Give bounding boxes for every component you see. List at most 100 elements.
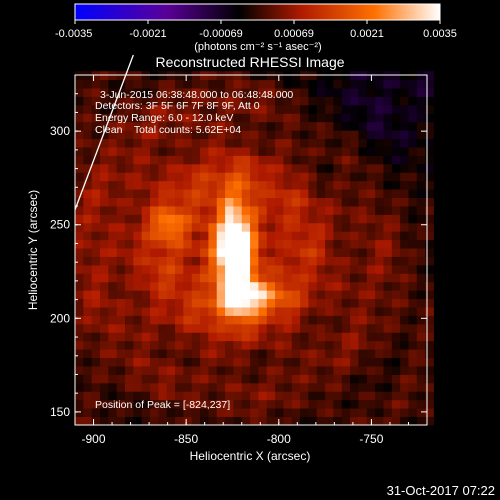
heatmap-cell (266, 214, 276, 224)
heatmap-cell (316, 382, 326, 392)
heatmap-cell (108, 248, 118, 257)
heatmap-cell (158, 155, 168, 165)
heatmap-cell (216, 88, 226, 97)
heatmap-cell (316, 113, 326, 123)
heatmap-cell (300, 382, 309, 392)
heatmap-cell (300, 197, 309, 207)
heatmap-cell (141, 130, 151, 140)
heatmap-cell (341, 88, 351, 97)
heatmap-cell (241, 172, 251, 182)
heatmap-cell (183, 197, 193, 207)
heatmap-cell (208, 307, 218, 316)
heatmap-cell (91, 155, 101, 165)
heatmap-cell (300, 349, 309, 359)
heatmap-cell (300, 163, 309, 173)
heatmap-cell (375, 416, 384, 426)
heatmap-cell (200, 298, 209, 308)
heatmap-cell (150, 298, 159, 308)
heatmap-cell (283, 71, 293, 81)
heatmap-cell (350, 180, 359, 190)
heatmap-cell (150, 88, 159, 97)
heatmap-cell (225, 104, 234, 114)
heatmap-cell (116, 298, 126, 308)
heatmap-cell (133, 349, 143, 359)
heatmap-cell (316, 147, 326, 156)
heatmap-cell (158, 172, 168, 182)
heatmap-cell (91, 214, 101, 224)
heatmap-cell (216, 357, 226, 367)
heatmap-cell (300, 172, 309, 182)
heatmap-cell (200, 332, 209, 342)
heatmap-cell (341, 189, 351, 198)
heatmap-cell (400, 298, 409, 308)
heatmap-cell (383, 96, 393, 106)
heatmap-cell (233, 180, 243, 190)
heatmap-cell (291, 248, 301, 257)
heatmap-cell (241, 264, 251, 274)
heatmap-cell (150, 332, 159, 342)
heatmap-cell (375, 130, 384, 140)
heatmap-cell (116, 323, 126, 333)
heatmap-cell (100, 382, 109, 392)
heatmap-cell (275, 366, 284, 375)
heatmap-cell (141, 307, 151, 316)
heatmap-cell (241, 189, 251, 198)
heatmap-cell (250, 256, 259, 266)
heatmap-cell (258, 399, 268, 409)
heatmap-cell (425, 214, 434, 224)
heatmap-cell (333, 298, 343, 308)
heatmap-cell (83, 222, 93, 232)
heatmap-cell (83, 138, 93, 148)
heatmap-cell (408, 104, 418, 114)
heatmap-cell (100, 222, 109, 232)
heatmap-cell (283, 349, 293, 359)
heatmap-cell (83, 281, 93, 291)
heatmap-cell (350, 71, 359, 81)
heatmap-cell (408, 408, 418, 417)
heatmap-cell (141, 399, 151, 409)
heatmap-cell (91, 399, 101, 409)
heatmap-cell (216, 408, 226, 417)
heatmap-cell (400, 189, 409, 198)
colorbar-tick-label: -0.0021 (129, 28, 166, 40)
heatmap-cell (133, 172, 143, 182)
heatmap-cell (366, 231, 376, 241)
heatmap-cell (233, 307, 243, 316)
heatmap-cell (191, 281, 201, 291)
heatmap-cell (141, 315, 151, 325)
heatmap-cell (283, 391, 293, 401)
colorbar-unit-label: (photons cm⁻² s⁻¹ asec⁻²) (194, 41, 321, 53)
heatmap-cell (208, 189, 218, 198)
heatmap-cell (408, 391, 418, 401)
heatmap-cell (183, 172, 193, 182)
heatmap-cell (191, 189, 201, 198)
heatmap-cell (383, 155, 393, 165)
heatmap-cell (316, 79, 326, 89)
heatmap-cell (208, 391, 218, 401)
heatmap-cell (208, 88, 218, 97)
heatmap-cell (316, 408, 326, 417)
heatmap-cell (216, 332, 226, 342)
heatmap-cell (216, 180, 226, 190)
heatmap-cell (241, 248, 251, 257)
heatmap-cell (316, 180, 326, 190)
heatmap-cell (291, 88, 301, 97)
heatmap-cell (325, 104, 334, 114)
heatmap-cell (216, 222, 226, 232)
heatmap-cell (158, 214, 168, 224)
heatmap-cell (158, 121, 168, 131)
heatmap-cell (383, 130, 393, 140)
heatmap-cell (408, 130, 418, 140)
heatmap-cell (300, 180, 309, 190)
heatmap-cell (100, 264, 109, 274)
heatmap-cell (250, 391, 259, 401)
heatmap-cell (383, 147, 393, 156)
heatmap-cell (133, 281, 143, 291)
heatmap-cell (425, 239, 434, 249)
heatmap-cell (225, 408, 234, 417)
heatmap-cell (400, 391, 409, 401)
heatmap-cell (383, 357, 393, 367)
heatmap-cell (383, 315, 393, 325)
heatmap-cell (200, 399, 209, 409)
heatmap-cell (333, 79, 343, 89)
